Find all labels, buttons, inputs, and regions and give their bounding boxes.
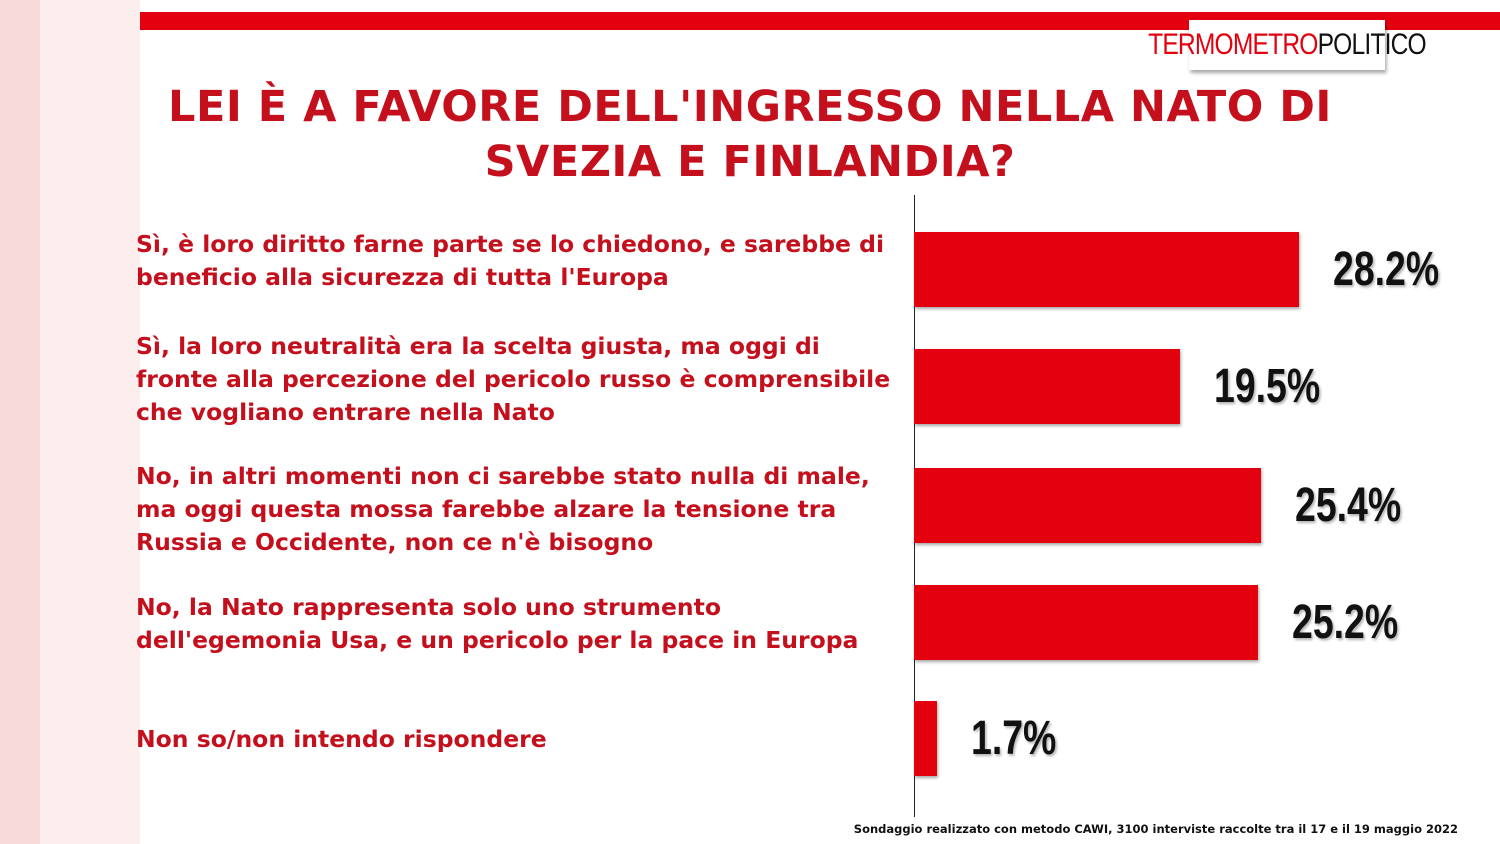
chart-title: LEI È A FAVORE DELL'INGRESSO NELLA NATO …	[168, 82, 1332, 187]
logo-part-termometro: TERMOMETRO	[1148, 28, 1318, 61]
bar-value-label: 25.2%	[1292, 596, 1399, 649]
bar	[914, 232, 1299, 307]
bar-value-label: 28.2%	[1333, 243, 1440, 296]
category-label: Non so/non intendo rispondere	[136, 725, 547, 753]
category-label: No, in altri momenti non ci sarebbe stat…	[136, 462, 870, 556]
bar-value-label: 25.4%	[1295, 479, 1402, 532]
category-label: Sì, la loro neutralità era la scelta giu…	[136, 332, 891, 426]
logo-part-politico: POLITICO	[1317, 28, 1427, 61]
bar	[914, 468, 1261, 543]
category-label: No, la Nato rappresenta solo uno strumen…	[136, 593, 859, 654]
bar	[914, 349, 1180, 424]
top-accent-bar	[0, 12, 1500, 30]
bar	[914, 585, 1258, 660]
survey-footnote: Sondaggio realizzato con metodo CAWI, 31…	[853, 822, 1458, 836]
bar-value-label: 1.7%	[971, 712, 1057, 765]
bar-value-label: 19.5%	[1214, 360, 1321, 413]
termometro-politico-logo: TERMOMETRO POLITICO	[1148, 20, 1427, 70]
category-label: Sì, è loro diritto farne parte se lo chi…	[136, 230, 885, 291]
bar	[914, 701, 937, 776]
